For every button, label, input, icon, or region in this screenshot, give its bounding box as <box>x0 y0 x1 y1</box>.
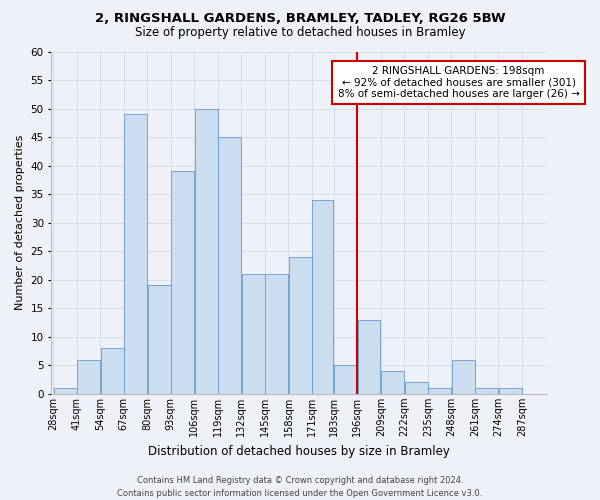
Text: Contains HM Land Registry data © Crown copyright and database right 2024.
Contai: Contains HM Land Registry data © Crown c… <box>118 476 482 498</box>
Bar <box>289 257 312 394</box>
Bar <box>171 172 194 394</box>
Bar <box>334 366 357 394</box>
Bar <box>499 388 521 394</box>
X-axis label: Distribution of detached houses by size in Bramley: Distribution of detached houses by size … <box>148 444 450 458</box>
Bar <box>475 388 498 394</box>
Bar <box>148 286 170 394</box>
Bar <box>265 274 288 394</box>
Text: 2 RINGSHALL GARDENS: 198sqm
← 92% of detached houses are smaller (301)
8% of sem: 2 RINGSHALL GARDENS: 198sqm ← 92% of det… <box>338 66 580 99</box>
Bar <box>124 114 147 394</box>
Text: 2, RINGSHALL GARDENS, BRAMLEY, TADLEY, RG26 5BW: 2, RINGSHALL GARDENS, BRAMLEY, TADLEY, R… <box>95 12 505 26</box>
Y-axis label: Number of detached properties: Number of detached properties <box>15 135 25 310</box>
Bar <box>358 320 380 394</box>
Bar <box>218 137 241 394</box>
Bar <box>101 348 124 394</box>
Bar <box>452 360 475 394</box>
Bar <box>428 388 451 394</box>
Bar <box>53 388 77 394</box>
Bar <box>77 360 100 394</box>
Bar <box>312 200 334 394</box>
Text: Size of property relative to detached houses in Bramley: Size of property relative to detached ho… <box>134 26 466 39</box>
Bar <box>404 382 428 394</box>
Bar <box>242 274 265 394</box>
Bar <box>194 108 218 394</box>
Bar <box>381 371 404 394</box>
